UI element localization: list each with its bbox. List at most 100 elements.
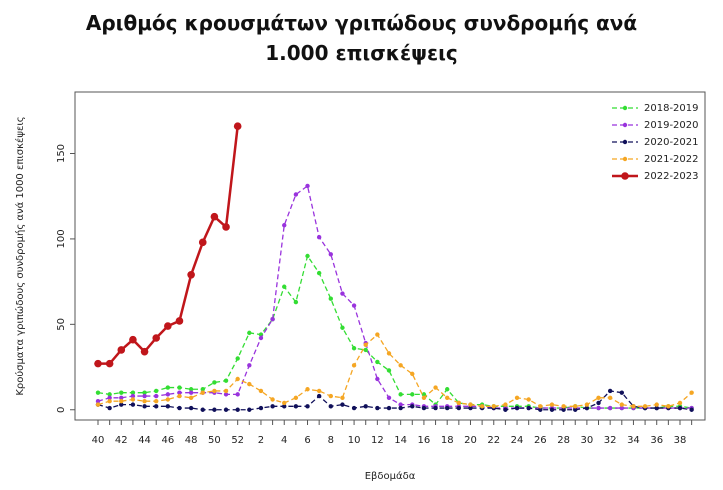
data-point	[222, 223, 230, 231]
data-point	[363, 342, 368, 348]
data-point	[282, 284, 287, 289]
data-point	[177, 393, 182, 399]
data-point	[433, 385, 438, 390]
data-point	[212, 380, 217, 385]
data-point	[375, 405, 380, 411]
data-point	[188, 387, 194, 392]
data-point	[282, 404, 287, 409]
data-point	[421, 405, 427, 411]
series-line	[97, 254, 692, 409]
data-point	[596, 405, 601, 411]
data-point	[165, 385, 171, 390]
x-tick-label: 14	[394, 435, 407, 446]
legend-marker	[622, 105, 628, 111]
y-tick-label: 150	[56, 144, 67, 163]
data-point	[468, 405, 473, 411]
data-point	[305, 387, 310, 392]
data-point	[177, 390, 182, 395]
data-point	[340, 402, 345, 407]
data-point	[188, 390, 194, 395]
data-point	[198, 238, 207, 247]
data-point	[677, 400, 683, 406]
data-point	[117, 346, 126, 354]
data-point	[375, 332, 380, 337]
data-point	[305, 183, 310, 189]
data-point	[398, 363, 403, 368]
data-point	[514, 395, 520, 400]
legend-label: 2021-2022	[644, 154, 699, 165]
data-point	[165, 404, 171, 409]
series-line	[97, 333, 693, 408]
x-tick-label: 2	[258, 435, 264, 446]
data-point	[119, 390, 124, 395]
data-point	[142, 390, 147, 395]
data-point	[386, 405, 392, 411]
data-point	[689, 390, 694, 395]
series-line	[97, 390, 692, 411]
plot-frame	[74, 91, 706, 421]
data-point	[130, 402, 136, 407]
data-point	[235, 407, 240, 412]
data-point	[363, 404, 368, 409]
data-point	[386, 351, 392, 356]
data-point	[526, 397, 531, 402]
data-point	[549, 407, 555, 412]
y-tick-label: 50	[56, 318, 67, 331]
data-point	[130, 393, 136, 399]
x-tick-label: 32	[604, 435, 617, 446]
data-point	[165, 397, 171, 402]
x-tick-label: 6	[304, 435, 310, 446]
data-point	[95, 399, 101, 404]
data-point	[340, 325, 345, 330]
data-point	[130, 390, 136, 395]
data-point	[340, 291, 345, 296]
data-point	[386, 395, 392, 400]
data-point	[154, 404, 159, 409]
data-point	[235, 356, 240, 361]
data-point	[94, 359, 102, 368]
data-point	[95, 402, 101, 407]
data-point	[119, 399, 124, 404]
data-point	[421, 395, 427, 400]
data-point	[293, 395, 299, 400]
data-point	[175, 317, 184, 325]
legend-label: 2022-2023	[644, 171, 699, 182]
x-tick-label: 28	[557, 435, 570, 446]
data-point	[142, 404, 147, 409]
x-tick-label: 10	[348, 435, 361, 446]
legend-marker	[622, 139, 628, 145]
data-point	[154, 393, 159, 399]
data-point	[375, 376, 380, 382]
data-point	[351, 363, 357, 368]
data-point	[188, 395, 194, 400]
x-tick-label: 34	[627, 435, 640, 446]
data-point	[503, 407, 508, 412]
data-point	[491, 404, 496, 409]
data-point	[129, 335, 137, 344]
data-point	[187, 270, 195, 279]
x-tick-label: 26	[534, 435, 547, 446]
data-point	[212, 407, 217, 412]
data-point	[619, 405, 624, 411]
data-point	[340, 395, 345, 400]
data-point	[328, 252, 333, 257]
legend-marker	[622, 156, 628, 162]
legend-marker	[621, 172, 629, 180]
data-point	[212, 388, 217, 394]
data-point	[233, 122, 242, 130]
data-point	[293, 192, 299, 197]
y-tick-label: 100	[56, 229, 67, 248]
data-point	[654, 402, 659, 407]
data-point	[363, 347, 368, 353]
data-point	[107, 395, 112, 400]
x-tick-label: 22	[487, 435, 500, 446]
data-point	[328, 404, 333, 409]
x-tick-label: 4	[281, 435, 287, 446]
data-point	[445, 387, 450, 392]
data-point	[573, 407, 578, 412]
data-point	[607, 388, 613, 394]
x-tick-label: 12	[371, 435, 384, 446]
data-point	[445, 395, 450, 400]
data-point	[282, 223, 287, 228]
data-point	[607, 405, 613, 411]
